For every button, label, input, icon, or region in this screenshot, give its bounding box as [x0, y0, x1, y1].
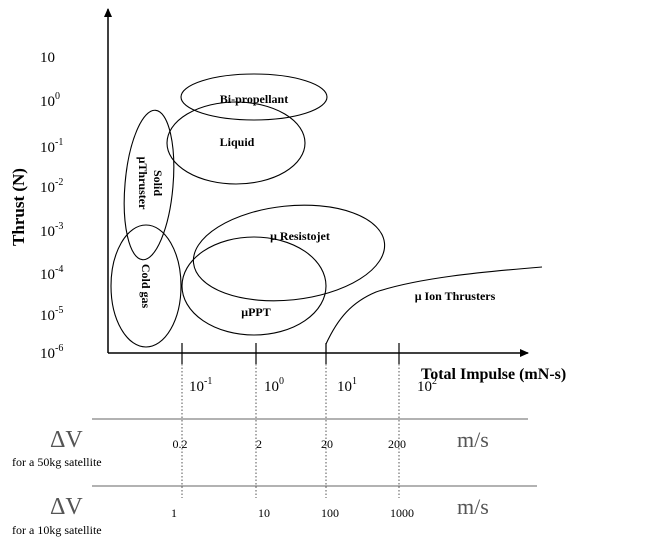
delta-v-row-50kg: ΔV for a 50kg satellite 0.2 2 20 200 m/s	[12, 427, 489, 469]
regions	[110, 73, 543, 352]
resistojet-region	[192, 204, 386, 302]
delta-v-value: 20	[321, 437, 333, 451]
y-tick-labels: 10 100 10-1 10-2 10-3 10-4 10-5 10-6	[40, 50, 63, 362]
ion-thrusters-label: μ Ion Thrusters	[415, 289, 496, 303]
y-tick-label: 10-2	[40, 177, 63, 196]
x-tick-guides	[181, 364, 400, 498]
delta-v-value: 100	[321, 506, 339, 520]
ion-thrusters-curve	[325, 266, 543, 352]
delta-v-value: 1000	[390, 506, 414, 520]
y-axis-label: Thrust (N)	[9, 168, 28, 246]
resistojet-label: μ Resistojet	[270, 229, 330, 243]
x-tick-label: 100	[264, 376, 284, 395]
bi-propellant-region	[180, 73, 328, 121]
delta-v-unit: m/s	[457, 494, 489, 519]
y-tick-label: 10-1	[40, 137, 63, 156]
delta-v-row-10kg: ΔV for a 10kg satellite 1 10 100 1000 m/…	[12, 494, 489, 537]
liquid-label: Liquid	[220, 135, 255, 149]
delta-v-value: 1	[171, 506, 177, 520]
solid-label-line2: μThruster	[136, 157, 150, 210]
x-axis-label: Total Impulse (mN-s)	[421, 366, 566, 383]
ppt-label: μPPT	[241, 305, 270, 319]
delta-v-value: 0.2	[173, 437, 188, 451]
x-tick-label: 101	[337, 376, 357, 395]
solid-label-line1: Solid	[151, 170, 165, 196]
delta-v-unit: m/s	[457, 427, 489, 452]
delta-v-value: 200	[388, 437, 406, 451]
y-tick-label: 10-4	[40, 264, 63, 283]
solid-thruster-region	[123, 109, 175, 261]
delta-v-caption: for a 50kg satellite	[12, 455, 102, 469]
x-tick-labels: 10-1 100 101 102	[189, 376, 437, 395]
liquid-region	[166, 101, 306, 185]
y-tick-label: 10	[40, 50, 55, 66]
cold-gas-region	[110, 224, 182, 348]
delta-v-symbol: ΔV	[50, 494, 83, 520]
bi-propellant-label: Bi-propellant	[220, 92, 288, 106]
delta-v-value: 2	[256, 437, 262, 451]
delta-v-caption: for a 10kg satellite	[12, 523, 102, 537]
cold-gas-label: Cold gas	[139, 264, 153, 309]
delta-v-symbol: ΔV	[50, 427, 83, 453]
y-tick-label: 10-5	[40, 305, 63, 324]
x-tick-label: 10-1	[189, 376, 212, 395]
y-tick-label: 10-3	[40, 221, 63, 240]
y-tick-label: 10-6	[40, 343, 63, 362]
delta-v-value: 10	[258, 506, 270, 520]
region-labels: Bi-propellant Liquid Solid μThruster Col…	[136, 92, 496, 319]
x-tick-label: 102	[417, 376, 437, 395]
y-tick-label: 100	[40, 91, 60, 110]
ppt-region	[181, 236, 327, 336]
